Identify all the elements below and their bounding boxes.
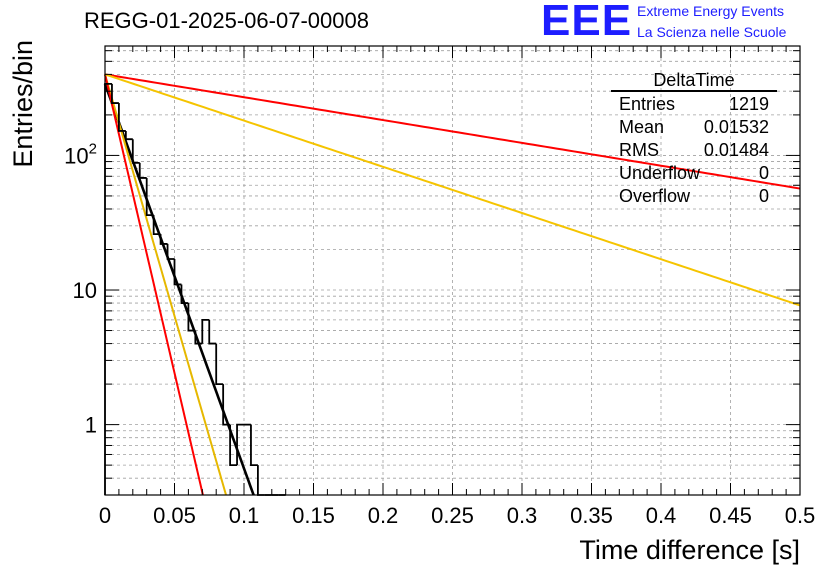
axes: 0 0.05 0.1 0.15 0.2 0.25 0.3 0.35 0.4 0.45 0.5 1 10 1… bbox=[8, 40, 815, 565]
histogram-bin bbox=[257, 465, 265, 496]
histogram-bin bbox=[124, 130, 133, 141]
stats-value-mean: 0.01532 bbox=[704, 117, 769, 137]
x-tick-label: 0.35 bbox=[570, 503, 613, 528]
histogram-bin bbox=[131, 139, 140, 164]
histogram-bin bbox=[159, 234, 168, 245]
histogram-bin bbox=[229, 424, 238, 467]
histogram-bin bbox=[222, 384, 231, 426]
x-tick-label: 0.45 bbox=[709, 503, 752, 528]
histogram-bin bbox=[236, 423, 244, 466]
y-tick-label: 102 bbox=[64, 140, 97, 168]
stats-value-underflow: 0 bbox=[759, 163, 769, 183]
x-tick-label: 0.1 bbox=[229, 503, 260, 528]
fit-curve-slow-upper bbox=[104, 73, 801, 190]
stats-value-entries: 1219 bbox=[729, 94, 769, 114]
histogram-bin bbox=[173, 259, 182, 286]
histogram-bin bbox=[201, 318, 210, 344]
histogram-bin bbox=[138, 162, 147, 179]
eee-logo: EEE bbox=[541, 0, 633, 45]
histogram-bin bbox=[152, 215, 161, 236]
y-tick-label: 1 bbox=[85, 413, 97, 438]
histogram-bin bbox=[145, 177, 154, 217]
x-tick-label: 0.3 bbox=[507, 503, 538, 528]
stats-label-overflow: Overflow bbox=[619, 186, 691, 206]
histogram-bin bbox=[208, 319, 217, 345]
logo-caption-line2: La Scienza nelle Scuole bbox=[637, 24, 787, 40]
stats-value-overflow: 0 bbox=[759, 186, 769, 206]
histogram-bin bbox=[180, 284, 189, 304]
x-tick-label: 0.05 bbox=[153, 503, 196, 528]
y-tick-label: 10 bbox=[73, 278, 97, 303]
stats-value-rms: 0.01484 bbox=[704, 140, 769, 160]
histogram-bin bbox=[194, 330, 203, 345]
x-tick-label: 0.5 bbox=[785, 503, 816, 528]
fit-curve-fit bbox=[103, 83, 255, 496]
y-axis-title: Entries/bin bbox=[8, 40, 38, 168]
chart-title: REGG-01-2025-06-07-00008 bbox=[84, 8, 369, 33]
histogram-bin bbox=[118, 103, 126, 132]
stats-box: DeltaTime Entries 1219 Mean 0.01532 RMS 0.0148… bbox=[611, 70, 777, 206]
stats-label-mean: Mean bbox=[619, 117, 664, 137]
histogram-bin bbox=[111, 83, 119, 104]
histogram-bin bbox=[215, 343, 224, 385]
fit-curve-bound-upper bbox=[104, 74, 227, 496]
x-tick-label: 0.15 bbox=[292, 503, 335, 528]
histogram bbox=[104, 82, 286, 496]
histogram-bin bbox=[104, 82, 112, 495]
histogram-bin bbox=[250, 424, 258, 467]
x-axis-title: Time difference [s] bbox=[579, 535, 800, 565]
x-tick-label: 0.25 bbox=[431, 503, 474, 528]
x-tick-label: 0.2 bbox=[368, 503, 399, 528]
stats-label-underflow: Underflow bbox=[619, 163, 701, 183]
stats-label-entries: Entries bbox=[619, 94, 675, 114]
x-tick-label: 0 bbox=[99, 503, 111, 528]
x-tick-label: 0.4 bbox=[646, 503, 677, 528]
histogram-bin bbox=[166, 243, 175, 260]
stats-title: DeltaTime bbox=[653, 70, 734, 90]
histogram-bin bbox=[187, 303, 196, 332]
fit-curve-slow-lower bbox=[104, 73, 801, 307]
fit-curve-bound-lower bbox=[104, 74, 204, 496]
stats-label-rms: RMS bbox=[619, 140, 659, 160]
logo-caption-line1: Extreme Energy Events bbox=[637, 3, 785, 19]
